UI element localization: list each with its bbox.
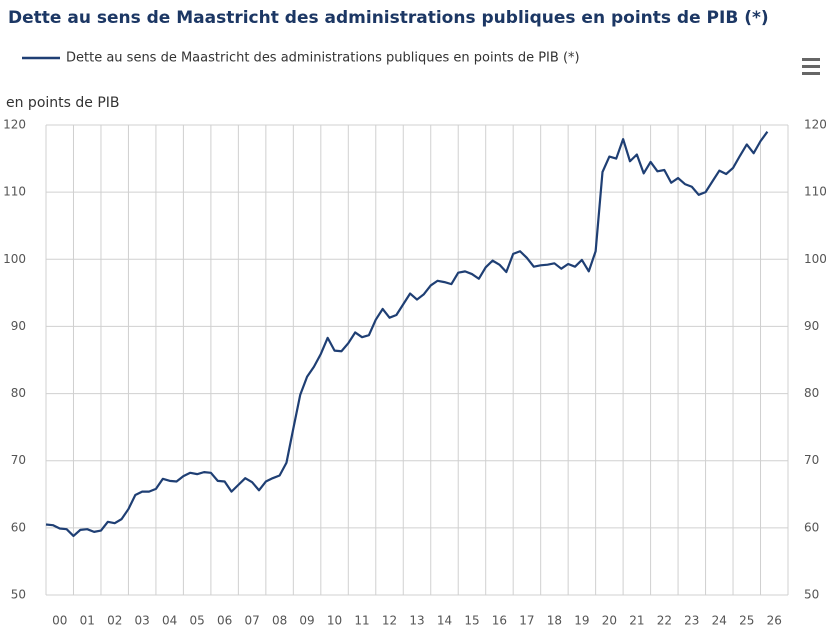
y2-tick-label: 50 <box>804 588 819 602</box>
x-tick-label: 21 <box>629 614 644 628</box>
x-tick-label: 14 <box>437 614 452 628</box>
y2-tick-label: 70 <box>804 453 819 467</box>
x-tick-label: 05 <box>190 614 205 628</box>
menu-bar <box>802 65 820 68</box>
x-tick-label: 16 <box>492 614 507 628</box>
y-tick-label: 60 <box>11 520 26 534</box>
x-tick-label: 10 <box>327 614 342 628</box>
x-tick-label: 19 <box>574 614 589 628</box>
x-tick-label: 08 <box>272 614 287 628</box>
x-tick-label: 20 <box>602 614 617 628</box>
x-tick-label: 07 <box>244 614 259 628</box>
x-tick-label: 23 <box>684 614 699 628</box>
x-tick-label: 06 <box>217 614 232 628</box>
x-tick-label: 00 <box>52 614 67 628</box>
y-tick-label: 120 <box>3 118 26 132</box>
y-tick-label: 100 <box>3 252 26 266</box>
menu-bar <box>802 58 820 61</box>
x-tick-label: 26 <box>767 614 782 628</box>
y2-tick-label: 60 <box>804 520 819 534</box>
legend-label: Dette au sens de Maastricht des administ… <box>66 51 580 66</box>
x-tick-label: 15 <box>464 614 479 628</box>
menu-bar <box>802 72 820 75</box>
x-tick-label: 13 <box>409 614 424 628</box>
x-tick-label: 02 <box>107 614 122 628</box>
x-tick-label: 09 <box>299 614 314 628</box>
x-tick-label: 01 <box>80 614 95 628</box>
x-tick-label: 03 <box>135 614 150 628</box>
x-tick-label: 17 <box>519 614 534 628</box>
y2-tick-label: 100 <box>804 252 826 266</box>
y2-tick-label: 120 <box>804 118 826 132</box>
y-tick-label: 90 <box>11 319 26 333</box>
y-tick-label: 50 <box>11 588 26 602</box>
x-tick-label: 04 <box>162 614 177 628</box>
chart-title: Dette au sens de Maastricht des administ… <box>8 8 769 28</box>
menu-button[interactable] <box>802 58 820 75</box>
y-axis-label: en points de PIB <box>6 95 120 111</box>
y-tick-label: 80 <box>11 386 26 400</box>
x-tick-label: 22 <box>657 614 672 628</box>
y2-tick-label: 80 <box>804 386 819 400</box>
x-tick-label: 25 <box>739 614 754 628</box>
x-tick-label: 12 <box>382 614 397 628</box>
x-tick-label: 18 <box>547 614 562 628</box>
x-tick-label: 24 <box>712 614 727 628</box>
y2-tick-label: 90 <box>804 319 819 333</box>
y2-tick-label: 110 <box>804 185 826 199</box>
x-tick-label: 11 <box>354 614 369 628</box>
y-tick-label: 110 <box>3 185 26 199</box>
data-line <box>45 131 769 538</box>
y-tick-label: 70 <box>11 453 26 467</box>
